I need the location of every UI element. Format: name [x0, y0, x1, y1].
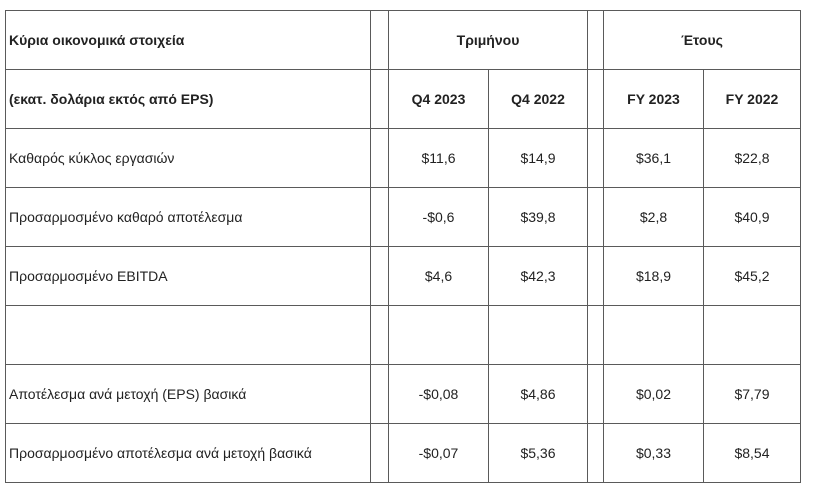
- spacer: [370, 364, 389, 424]
- value-cell: -$0,6: [388, 187, 489, 247]
- row-label: Προσαρμοσμένο αποτέλεσμα ανά μετοχή βασι…: [5, 423, 371, 483]
- spacer: [370, 246, 389, 306]
- spacer: [587, 10, 604, 70]
- header-row: Κύρια οικονομικά στοιχεία Τριμήνου Έτους: [5, 10, 801, 70]
- blank-row: [5, 305, 801, 365]
- value-cell: $7,79: [703, 364, 801, 424]
- column-header: FY 2023: [603, 69, 704, 129]
- spacer: [587, 187, 604, 247]
- spacer: [370, 423, 389, 483]
- empty-cell: [703, 305, 801, 365]
- value-cell: $22,8: [703, 128, 801, 188]
- spacer: [587, 246, 604, 306]
- spacer: [587, 423, 604, 483]
- value-cell: $4,6: [388, 246, 489, 306]
- table-subtitle: (εκατ. δολάρια εκτός από EPS): [5, 69, 371, 129]
- value-cell: $39,8: [488, 187, 588, 247]
- data-row: Προσαρμοσμένο καθαρό αποτέλεσμα -$0,6 $39,…: [5, 187, 801, 247]
- row-label: Προσαρμοσμένο EBITDA: [5, 246, 371, 306]
- value-cell: -$0,07: [388, 423, 489, 483]
- row-label: Προσαρμοσμένο καθαρό αποτέλεσμα: [5, 187, 371, 247]
- spacer: [370, 69, 389, 129]
- spacer: [370, 128, 389, 188]
- empty-cell: [488, 305, 588, 365]
- value-cell: -$0,08: [388, 364, 489, 424]
- column-header: Q4 2022: [488, 69, 588, 129]
- value-cell: $4,86: [488, 364, 588, 424]
- empty-cell: [603, 305, 704, 365]
- value-cell: $45,2: [703, 246, 801, 306]
- value-cell: $5,36: [488, 423, 588, 483]
- data-row: Καθαρός κύκλος εργασιών $11,6 $14,9 $36,1 $2…: [5, 128, 801, 188]
- spacer: [587, 128, 604, 188]
- data-row: Προσαρμοσμένο αποτέλεσμα ανά μετοχή βασι…: [5, 423, 801, 483]
- value-cell: $40,9: [703, 187, 801, 247]
- empty-cell: [370, 305, 389, 365]
- value-cell: $0,02: [603, 364, 704, 424]
- spacer: [587, 69, 604, 129]
- value-cell: $36,1: [603, 128, 704, 188]
- group-header: Τριμήνου: [388, 10, 588, 70]
- empty-cell: [587, 305, 604, 365]
- spacer: [370, 187, 389, 247]
- empty-cell: [388, 305, 489, 365]
- value-cell: $18,9: [603, 246, 704, 306]
- column-header: Q4 2023: [388, 69, 489, 129]
- header-row: (εκατ. δολάρια εκτός από EPS) Q4 2023 Q4…: [5, 69, 801, 129]
- group-header: Έτους: [603, 10, 801, 70]
- value-cell: $2,8: [603, 187, 704, 247]
- value-cell: $11,6: [388, 128, 489, 188]
- value-cell: $14,9: [488, 128, 588, 188]
- data-row: Αποτέλεσμα ανά μετοχή (EPS) βασικά -$0,08…: [5, 364, 801, 424]
- table-title: Κύρια οικονομικά στοιχεία: [5, 10, 371, 70]
- financial-table: Κύρια οικονομικά στοιχεία Τριμήνου Έτους…: [5, 10, 801, 483]
- value-cell: $42,3: [488, 246, 588, 306]
- value-cell: $8,54: [703, 423, 801, 483]
- value-cell: $0,33: [603, 423, 704, 483]
- column-header: FY 2022: [703, 69, 801, 129]
- spacer: [587, 364, 604, 424]
- empty-cell: [5, 305, 371, 365]
- data-row: Προσαρμοσμένο EBITDA $4,6 $42,3 $18,9 $45,2: [5, 246, 801, 306]
- table-body: Κύρια οικονομικά στοιχεία Τριμήνου Έτους…: [5, 10, 801, 483]
- row-label: Καθαρός κύκλος εργασιών: [5, 128, 371, 188]
- row-label: Αποτέλεσμα ανά μετοχή (EPS) βασικά: [5, 364, 371, 424]
- spacer: [370, 10, 389, 70]
